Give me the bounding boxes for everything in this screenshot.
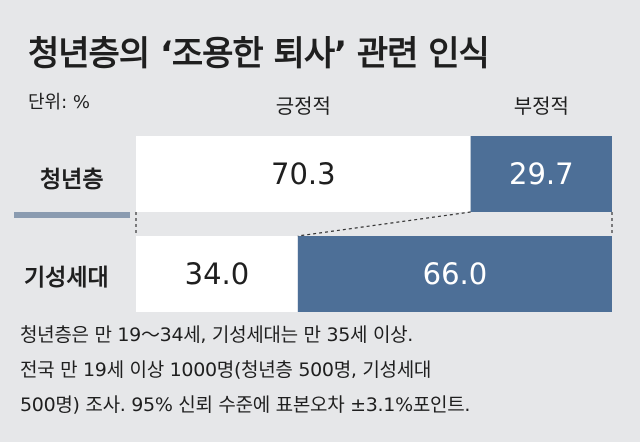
- data-label-positive-1: 34.0: [185, 257, 250, 291]
- data-label-positive-0: 70.3: [271, 157, 336, 191]
- bar-negative-0: [470, 136, 612, 212]
- connector-line-split: [297, 211, 471, 237]
- chart-title: 청년층의 ‘조용한 퇴사’ 관련 인식: [28, 34, 490, 74]
- bar-positive-0: [136, 136, 471, 212]
- footnote-line: 청년층은 만 19～34세, 기성세대는 만 35세 이상.: [20, 324, 414, 346]
- footnote: 청년층은 만 19～34세, 기성세대는 만 35세 이상. 전국 만 19세 …: [20, 318, 470, 423]
- legend-positive: 긍정적: [275, 94, 331, 118]
- separator-band: [14, 212, 130, 218]
- legend-negative: 부정적: [513, 94, 569, 118]
- unit-label: 단위: %: [28, 92, 91, 113]
- data-label-negative-0: 29.7: [509, 157, 574, 191]
- row-label-older: 기성세대: [24, 265, 109, 291]
- data-label-negative-1: 66.0: [423, 257, 488, 291]
- footnote-line: 500명) 조사. 95% 신뢰 수준에 표본오차 ±3.1%포인트.: [20, 394, 471, 416]
- bar-negative-1: [297, 236, 612, 312]
- bar-positive-1: [136, 236, 298, 312]
- row-label-youth: 청년층: [40, 167, 104, 193]
- footnote-line: 전국 만 19세 이상 1000명(청년층 500명, 기성세대: [20, 359, 432, 381]
